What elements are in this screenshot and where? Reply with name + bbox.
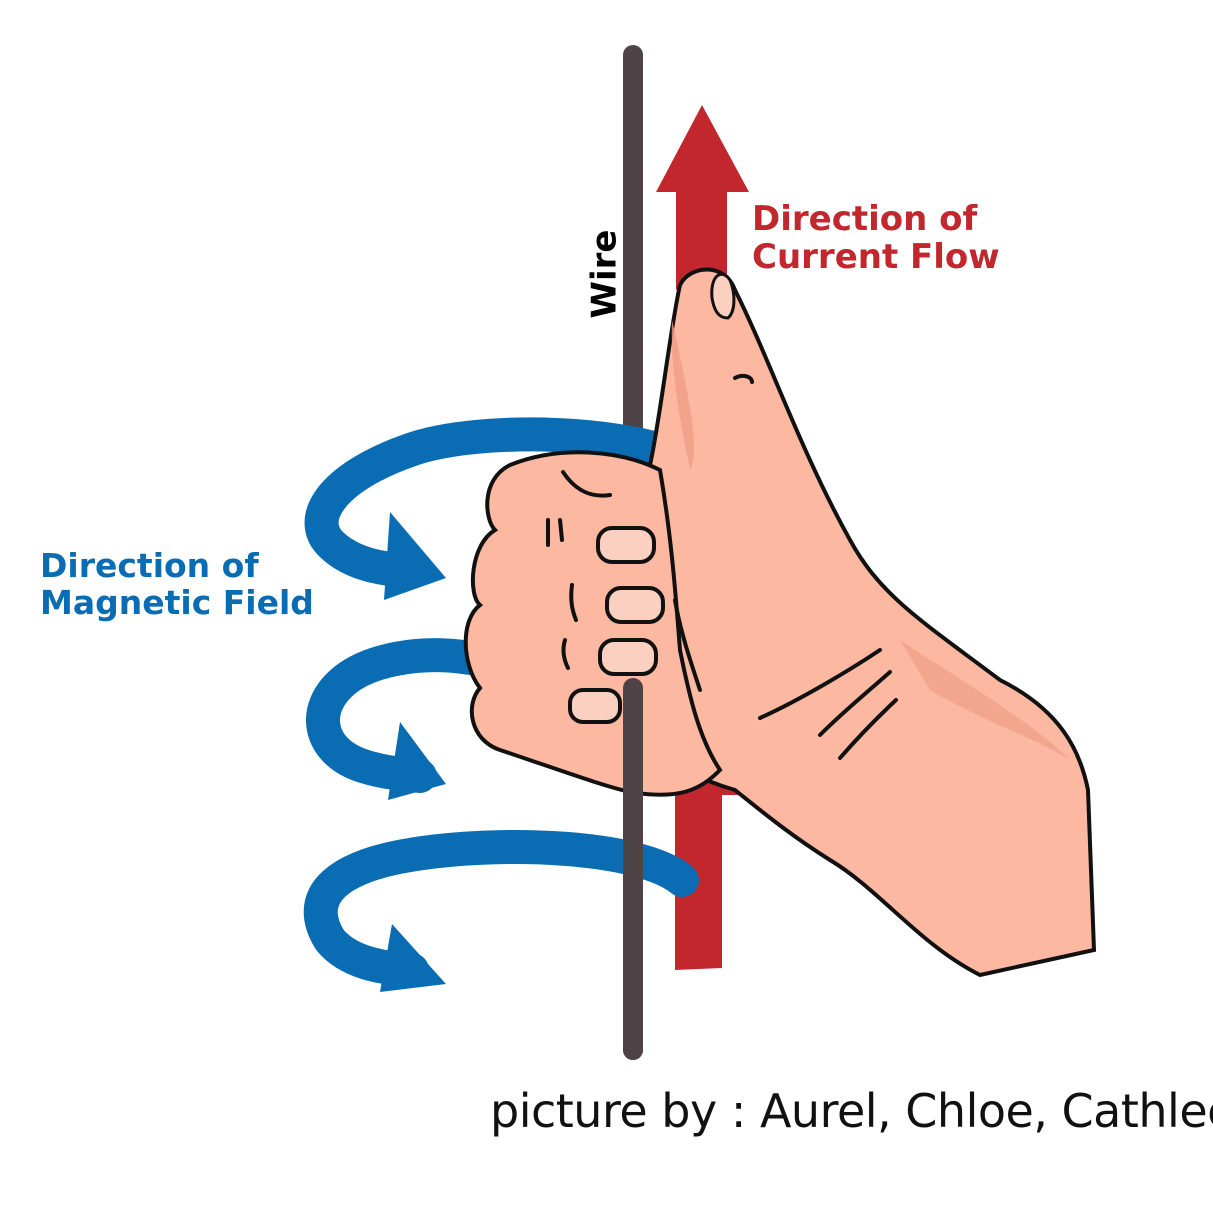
field-label-line2: Magnetic Field (40, 582, 314, 622)
field-arrow-bottom (303, 830, 699, 992)
field-arrow-top (304, 417, 717, 600)
current-arrow-top (656, 105, 749, 290)
credit-text: picture by : Aurel, Chloe, Cathleen (490, 1084, 1213, 1138)
finger-nail (596, 526, 656, 564)
palm-shadow (900, 640, 1070, 760)
hand-creases (546, 373, 898, 760)
current-flow-label: Direction of Current Flow (752, 200, 1000, 276)
field-label-line1: Direction of (40, 546, 259, 585)
fist (463, 450, 723, 797)
hand-icon (463, 267, 1097, 978)
wire-label: Wire (584, 229, 625, 319)
palm (637, 267, 1097, 978)
current-label-line1: Direction of (752, 199, 978, 239)
finger-nail (598, 638, 658, 676)
finger-nail (568, 688, 622, 724)
finger-nail (605, 586, 665, 624)
field-arrow-middle (306, 638, 487, 800)
magnetic-field-label: Direction of Magnetic Field (40, 546, 314, 622)
thumb-shadow (671, 320, 694, 470)
current-label-line2: Current Flow (752, 237, 1000, 278)
thumb-nail (710, 272, 736, 320)
